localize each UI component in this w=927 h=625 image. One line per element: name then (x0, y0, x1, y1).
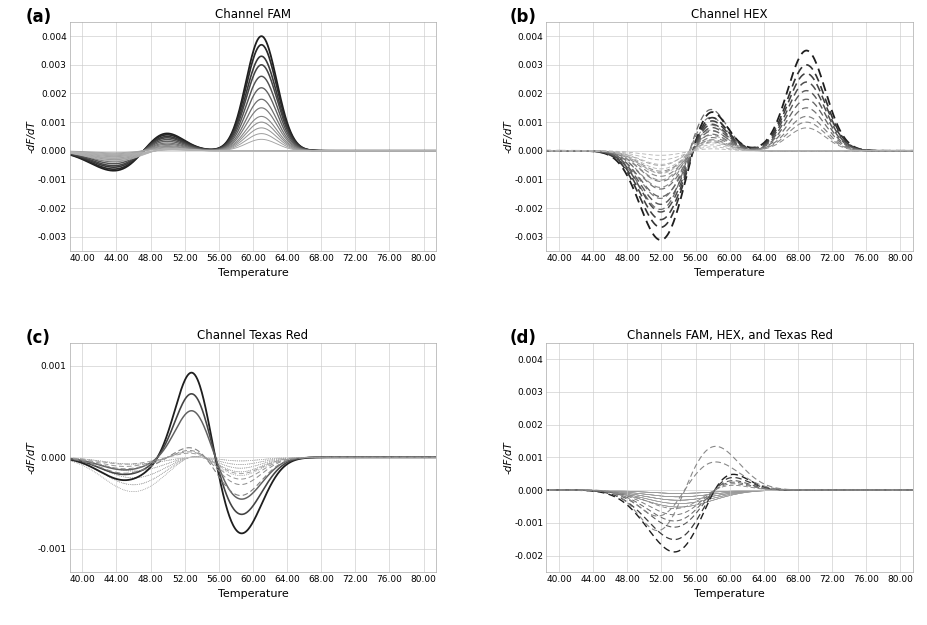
Y-axis label: -dF/dT: -dF/dT (503, 441, 513, 474)
Text: (a): (a) (26, 8, 52, 26)
Title: Channels FAM, HEX, and Texas Red: Channels FAM, HEX, and Texas Red (627, 329, 832, 341)
Text: (b): (b) (510, 8, 537, 26)
Text: (c): (c) (26, 329, 50, 347)
Title: Channel Texas Red: Channel Texas Red (197, 329, 309, 341)
Title: Channel HEX: Channel HEX (692, 8, 768, 21)
Title: Channel FAM: Channel FAM (215, 8, 291, 21)
Text: (d): (d) (510, 329, 537, 347)
X-axis label: Temperature: Temperature (218, 589, 288, 599)
X-axis label: Temperature: Temperature (218, 268, 288, 278)
Y-axis label: -dF/dT: -dF/dT (503, 120, 513, 153)
Y-axis label: -dF/dT: -dF/dT (26, 441, 36, 474)
X-axis label: Temperature: Temperature (694, 268, 765, 278)
X-axis label: Temperature: Temperature (694, 589, 765, 599)
Y-axis label: -dF/dT: -dF/dT (26, 120, 36, 153)
